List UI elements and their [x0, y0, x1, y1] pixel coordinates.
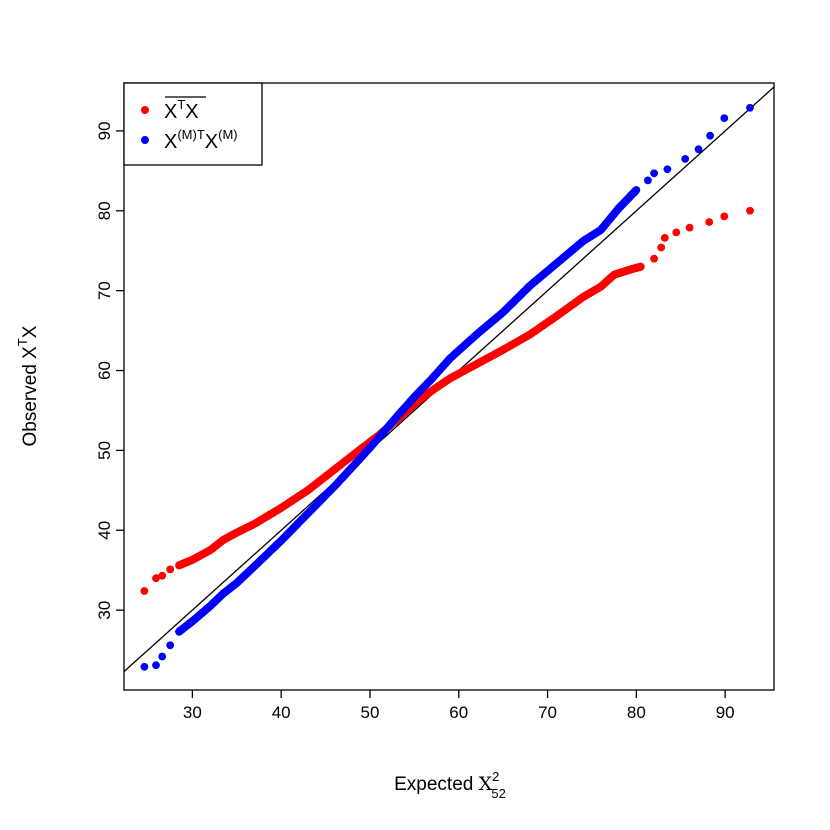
x-tick-label-90: 90 — [716, 703, 735, 722]
point — [650, 169, 658, 178]
y-tick-label-70: 70 — [95, 281, 114, 300]
point — [636, 262, 645, 271]
legend-entry-blue-label: X — [164, 131, 177, 153]
y-axis-title-tail: X — [20, 325, 41, 338]
legend-entry-red: XTX — [164, 97, 199, 123]
series-0 — [140, 206, 754, 595]
y-axis-title-sup: T — [15, 338, 30, 346]
y-tick-label-30: 30 — [95, 601, 114, 620]
legend-entry-blue-tail-sup: (M) — [218, 127, 238, 142]
point — [685, 223, 694, 232]
point — [706, 131, 714, 140]
data-points-layer — [140, 103, 754, 671]
legend-entry-red-sup: T — [177, 97, 185, 112]
x-tick-label-40: 40 — [272, 703, 291, 722]
x-tick-label-30: 30 — [183, 703, 202, 722]
point — [720, 114, 729, 122]
x-tick-label-70: 70 — [538, 703, 557, 722]
x-tick-label-60: 60 — [449, 703, 468, 722]
y-tick-label-60: 60 — [95, 361, 114, 380]
point — [650, 254, 658, 263]
point — [746, 206, 754, 215]
point — [657, 243, 666, 252]
plot-frame — [123, 82, 775, 691]
x-axis-title-sub: 52 — [491, 786, 505, 801]
x-axis: 30 40 50 60 70 80 90 — [183, 690, 735, 722]
legend-entry-blue-sup: (M)T — [177, 127, 204, 142]
x-axis-title: Expected X2 52 — [394, 769, 506, 801]
y-axis: 30 40 50 60 70 80 90 — [95, 121, 124, 620]
x-axis-title-symbol: X — [479, 773, 493, 795]
x-tick-label-80: 80 — [627, 703, 646, 722]
legend-entry-blue: X(M)TX(M) — [164, 127, 238, 153]
legend-marker-red — [141, 106, 149, 114]
point — [720, 212, 729, 221]
point — [746, 103, 754, 112]
y-axis-title: Observed XTX — [15, 325, 41, 446]
point — [705, 218, 714, 226]
legend-entry-blue-tail: X — [205, 131, 218, 153]
x-tick-label-50: 50 — [361, 703, 380, 722]
y-axis-title-main: Observed X — [20, 346, 41, 447]
point — [152, 661, 160, 670]
legend-marker-blue — [141, 136, 149, 144]
point — [681, 155, 690, 163]
point — [632, 186, 641, 194]
point — [166, 565, 175, 574]
point — [140, 662, 149, 671]
legend-entry-red-label: X — [164, 101, 177, 123]
point — [140, 587, 149, 595]
y-tick-label-50: 50 — [95, 441, 114, 460]
point — [644, 176, 652, 185]
legend: XTX X(M)TX(M) — [123, 82, 263, 166]
y-tick-label-80: 80 — [95, 201, 114, 220]
point — [158, 571, 167, 580]
legend-box — [123, 82, 263, 166]
point — [158, 652, 167, 661]
legend-entry-red-tail: X — [185, 101, 198, 123]
point — [694, 145, 703, 154]
point — [152, 574, 160, 583]
series-1 — [140, 103, 754, 671]
point — [660, 234, 669, 242]
x-axis-title-main: Expected — [394, 774, 479, 795]
y-tick-label-40: 40 — [95, 521, 114, 540]
point — [663, 165, 672, 174]
point — [672, 228, 681, 237]
point — [166, 641, 175, 650]
x-axis-title-sup: 2 — [492, 769, 499, 784]
y-tick-label-90: 90 — [95, 121, 114, 140]
